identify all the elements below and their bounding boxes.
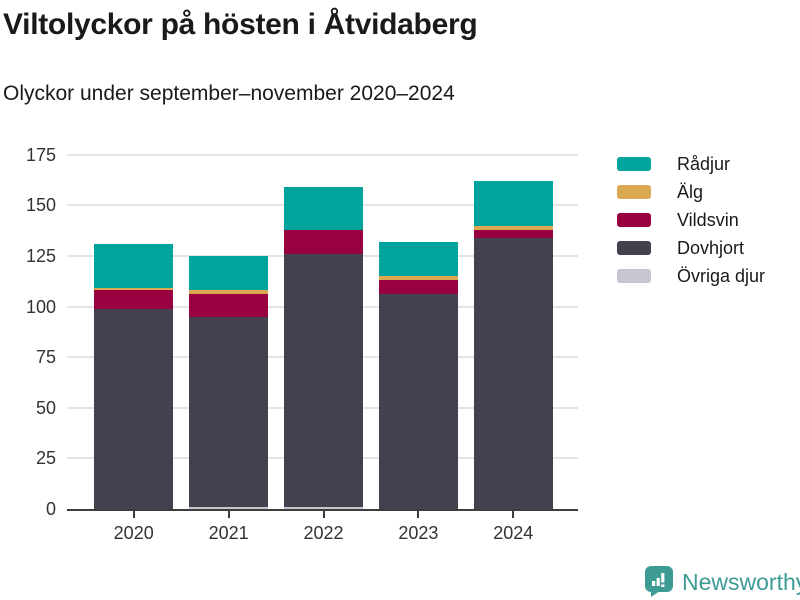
bar-segment-vildsvin[interactable] bbox=[284, 229, 363, 254]
x-axis-tick-label: 2024 bbox=[493, 523, 534, 543]
bar-segment-älg[interactable] bbox=[473, 225, 553, 230]
bar-segment-övriga-djur[interactable] bbox=[284, 506, 363, 509]
legend-label: Vildsvin bbox=[677, 210, 739, 230]
bar-segment-rådjur[interactable] bbox=[284, 187, 363, 230]
y-axis-tick-label: 125 bbox=[25, 245, 56, 266]
x-axis-tick-label: 2022 bbox=[303, 523, 344, 543]
legend-label: Älg bbox=[677, 182, 704, 202]
x-axis-tick bbox=[132, 511, 135, 518]
legend-swatch bbox=[617, 241, 651, 255]
bar-segment-dovhjort[interactable] bbox=[284, 253, 363, 507]
y-axis-tick-label: 100 bbox=[25, 296, 56, 317]
bar-segment-älg[interactable] bbox=[94, 288, 174, 291]
newsworthy-brand-text: Newsworthy bbox=[682, 568, 800, 595]
y-axis-tick-label: 50 bbox=[35, 397, 56, 418]
bar-segment-vildsvin[interactable] bbox=[94, 290, 174, 309]
legend-swatch bbox=[617, 269, 651, 283]
page-title: Viltolyckor på hösten i Åtvidaberg bbox=[3, 8, 478, 41]
x-axis-tick bbox=[227, 511, 230, 518]
x-axis-tick bbox=[512, 511, 515, 518]
x-axis-tick-label: 2020 bbox=[113, 523, 154, 543]
bar-segment-dovhjort[interactable] bbox=[473, 237, 553, 509]
bar-segment-dovhjort[interactable] bbox=[94, 308, 174, 509]
x-axis-tick-label: 2021 bbox=[208, 523, 249, 543]
gridline bbox=[67, 153, 578, 156]
x-axis-tick bbox=[417, 511, 420, 518]
bar-segment-övriga-djur[interactable] bbox=[189, 506, 269, 509]
bar-segment-dovhjort[interactable] bbox=[378, 294, 458, 509]
y-axis-tick-label: 175 bbox=[25, 144, 56, 165]
legend-item-vildsvin[interactable]: Vildsvin bbox=[617, 210, 765, 230]
newsworthy-logo-icon bbox=[645, 566, 673, 597]
legend-swatch bbox=[617, 157, 651, 171]
legend-item-älg[interactable]: Älg bbox=[617, 182, 765, 202]
legend-item-rådjur[interactable]: Rådjur bbox=[617, 154, 765, 174]
legend-swatch bbox=[617, 185, 651, 199]
bar-segment-dovhjort[interactable] bbox=[189, 316, 269, 507]
bar-segment-rådjur[interactable] bbox=[473, 181, 553, 226]
bar-segment-rådjur[interactable] bbox=[94, 243, 174, 289]
legend-item-dovhjort[interactable]: Dovhjort bbox=[617, 238, 765, 258]
legend-swatch bbox=[617, 213, 651, 227]
y-axis-tick-label: 25 bbox=[35, 448, 56, 469]
y-axis-tick-label: 0 bbox=[45, 499, 56, 519]
x-axis-line bbox=[67, 509, 578, 511]
legend: Rådjur Älg Vildsvin Dovhjort Övriga djur bbox=[617, 154, 766, 297]
y-axis-tick-label: 75 bbox=[35, 347, 56, 368]
plot-area: 0 25 50 75 100 125 150 175 2020 2021 2022 2023 2024 bbox=[26, 145, 578, 543]
brand-link[interactable]: Newsworthy bbox=[644, 565, 800, 598]
x-axis-tick-label: 2023 bbox=[398, 523, 439, 543]
bar-segment-vildsvin[interactable] bbox=[189, 294, 269, 317]
bar-segment-vildsvin[interactable] bbox=[378, 280, 458, 295]
y-axis-tick-label: 150 bbox=[25, 195, 56, 216]
bar-segment-älg[interactable] bbox=[189, 290, 269, 295]
bar-segment-rådjur[interactable] bbox=[378, 241, 458, 277]
bar-segment-vildsvin[interactable] bbox=[473, 229, 553, 238]
legend-label: Dovhjort bbox=[677, 238, 745, 258]
page-subtitle: Olyckor under september–november 2020–20… bbox=[3, 82, 455, 105]
legend-label: Rådjur bbox=[677, 154, 731, 174]
bar-segment-rådjur[interactable] bbox=[189, 255, 269, 291]
legend-label: Övriga djur bbox=[677, 266, 766, 286]
x-axis-tick bbox=[322, 511, 325, 518]
legend-item-övriga-djur[interactable]: Övriga djur bbox=[617, 266, 766, 286]
bar-segment-älg[interactable] bbox=[378, 276, 458, 281]
